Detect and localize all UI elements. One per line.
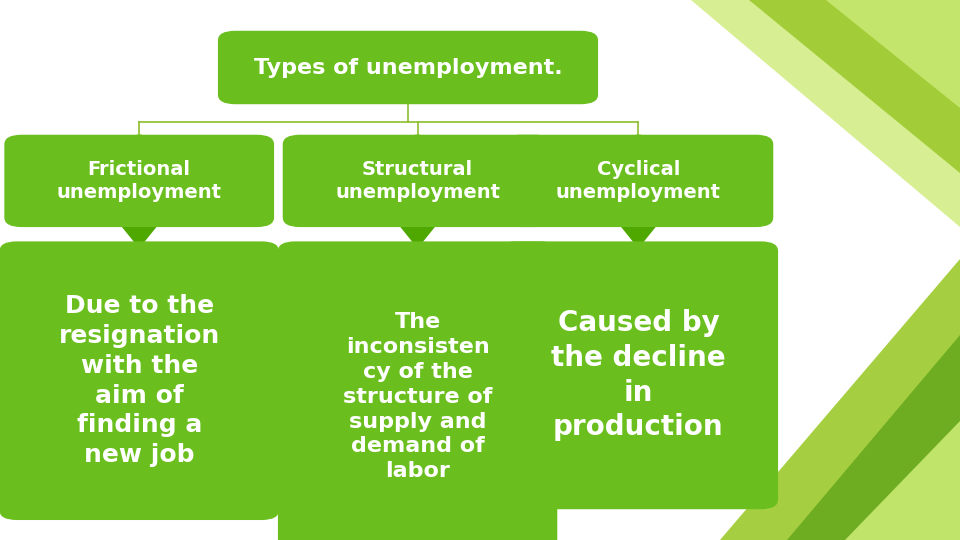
Polygon shape: [845, 421, 960, 540]
Polygon shape: [115, 219, 163, 248]
FancyBboxPatch shape: [218, 31, 598, 104]
Polygon shape: [691, 0, 960, 227]
Text: Caused by
the decline
in
production: Caused by the decline in production: [551, 309, 726, 441]
Text: Types of unemployment.: Types of unemployment.: [253, 57, 563, 78]
Polygon shape: [826, 0, 960, 108]
Text: Structural
unemployment: Structural unemployment: [335, 160, 500, 202]
Polygon shape: [720, 259, 960, 540]
Polygon shape: [787, 335, 960, 540]
Text: Cyclical
unemployment: Cyclical unemployment: [556, 160, 721, 202]
FancyBboxPatch shape: [282, 134, 552, 227]
Text: Frictional
unemployment: Frictional unemployment: [57, 160, 222, 202]
FancyBboxPatch shape: [407, 219, 428, 220]
FancyBboxPatch shape: [4, 134, 275, 227]
FancyBboxPatch shape: [0, 241, 278, 520]
FancyBboxPatch shape: [503, 134, 773, 227]
FancyBboxPatch shape: [499, 241, 778, 509]
Polygon shape: [394, 219, 442, 248]
Polygon shape: [749, 0, 960, 173]
Text: The
inconsisten
cy of the
structure of
supply and
demand of
labor: The inconsisten cy of the structure of s…: [343, 313, 492, 481]
FancyBboxPatch shape: [129, 219, 150, 220]
Text: Due to the
resignation
with the
aim of
finding a
new job: Due to the resignation with the aim of f…: [59, 294, 220, 467]
Polygon shape: [614, 219, 662, 248]
FancyBboxPatch shape: [628, 219, 649, 220]
FancyBboxPatch shape: [278, 241, 557, 540]
